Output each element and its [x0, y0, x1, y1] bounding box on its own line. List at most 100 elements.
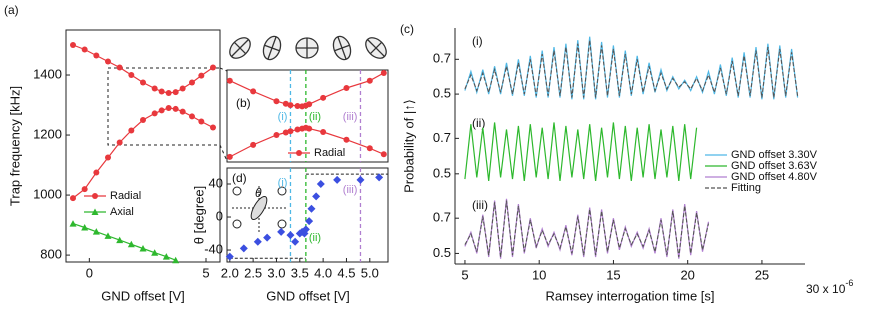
y-tick-label: 0.5	[433, 165, 451, 180]
data-point	[239, 244, 248, 253]
panel-label: (i)	[472, 34, 483, 48]
x-tick-label: 15	[606, 267, 620, 282]
data-point	[93, 52, 100, 59]
data-point	[189, 113, 195, 120]
panel-label: (a)	[4, 3, 19, 17]
data-line	[464, 36, 799, 100]
data-point	[81, 186, 88, 193]
x-axis-label: Ramsey interrogation time [s]	[545, 288, 714, 303]
y-tick-label: 0	[216, 208, 223, 223]
data-point	[69, 220, 77, 227]
data-point	[282, 100, 289, 107]
legend-label: Fitting	[731, 182, 761, 194]
data-point	[282, 129, 289, 136]
reference-label: (i)	[278, 177, 288, 189]
y-tick-label: 0.5	[433, 245, 451, 260]
data-point	[93, 169, 100, 176]
legend-label: GND offset 3.63V	[731, 160, 818, 172]
data-point	[179, 108, 186, 115]
x-tick-label: 5	[202, 265, 209, 280]
data-point	[151, 85, 158, 92]
reference-label: (iii)	[343, 184, 358, 196]
y-axis-label: Probability of |↑⟩	[401, 99, 416, 193]
x-tick-label: 4.0	[314, 265, 332, 280]
data-point	[356, 175, 365, 184]
data-point	[294, 102, 301, 109]
data-point	[92, 228, 100, 235]
y-tick-label: 0.5	[433, 86, 451, 101]
y-tick-label: 1000	[33, 187, 62, 202]
data-point	[158, 107, 165, 114]
data-point	[286, 231, 295, 240]
x-tick-note: 30 x 10-6	[806, 278, 853, 296]
y-tick-label: 1400	[33, 66, 62, 81]
legend-label: GND offset 3.30V	[731, 149, 818, 161]
data-point	[320, 94, 327, 101]
data-point	[380, 151, 387, 158]
data-point	[70, 42, 76, 49]
data-line	[464, 40, 799, 98]
y-tick-label: 1200	[33, 126, 62, 141]
reference-label: (i)	[278, 111, 288, 123]
data-point	[162, 253, 170, 260]
data-point	[105, 58, 111, 65]
data-point	[116, 64, 123, 71]
panel-label: (c)	[400, 22, 414, 36]
zoom-box	[107, 67, 221, 146]
x-tick-label: 5	[461, 267, 468, 282]
data-point	[139, 244, 147, 252]
data-point	[287, 102, 294, 109]
data-point	[151, 110, 158, 117]
reference-label: (iii)	[343, 111, 358, 123]
data-point	[253, 237, 262, 246]
legend-label: Radial	[314, 147, 345, 159]
data-point	[210, 64, 216, 71]
data-point	[165, 90, 172, 97]
ellipse-icons	[229, 35, 387, 61]
data-point	[287, 128, 294, 135]
data-line	[72, 223, 176, 261]
data-point	[250, 88, 257, 95]
frame	[226, 167, 389, 263]
data-point	[306, 125, 313, 132]
data-point	[343, 136, 350, 143]
x-tick-label: 3.5	[291, 265, 309, 280]
x-tick-label: 3.0	[267, 265, 285, 280]
y-tick-label: 0.7	[433, 51, 451, 66]
panel-label: (ii)	[472, 116, 485, 130]
data-point	[140, 117, 146, 124]
legend-marker	[296, 150, 302, 156]
data-point	[291, 237, 300, 246]
data-point	[375, 173, 384, 182]
y-axis-label: θ [degree]	[191, 186, 206, 245]
data-point	[140, 79, 146, 86]
data-point	[172, 256, 180, 264]
data-line	[464, 122, 698, 181]
data-point	[305, 217, 314, 226]
x-tick-label: 25	[755, 267, 769, 282]
data-point	[366, 77, 373, 84]
y-tick-label: 40	[209, 175, 223, 190]
data-point	[226, 153, 233, 160]
y-tick-label: 0.7	[433, 210, 451, 225]
data-point	[343, 84, 350, 91]
data-point	[81, 223, 89, 231]
y-tick-label: 0.7	[433, 130, 451, 145]
x-tick-note-exp: -6	[845, 278, 853, 288]
x-axis-label: GND offset [V]	[101, 288, 185, 303]
data-point	[198, 118, 205, 125]
legend-marker	[91, 208, 99, 215]
x-tick-label: 10	[532, 267, 546, 282]
data-point	[189, 79, 195, 86]
data-point	[301, 225, 310, 234]
data-point	[70, 195, 76, 202]
inset-symbol: θ	[255, 186, 262, 200]
panel-label: (iii)	[472, 198, 488, 212]
data-point	[380, 69, 387, 76]
data-point	[172, 89, 179, 96]
data-point	[273, 98, 280, 105]
data-point	[179, 85, 186, 92]
data-point	[81, 46, 88, 53]
frame	[226, 69, 389, 163]
